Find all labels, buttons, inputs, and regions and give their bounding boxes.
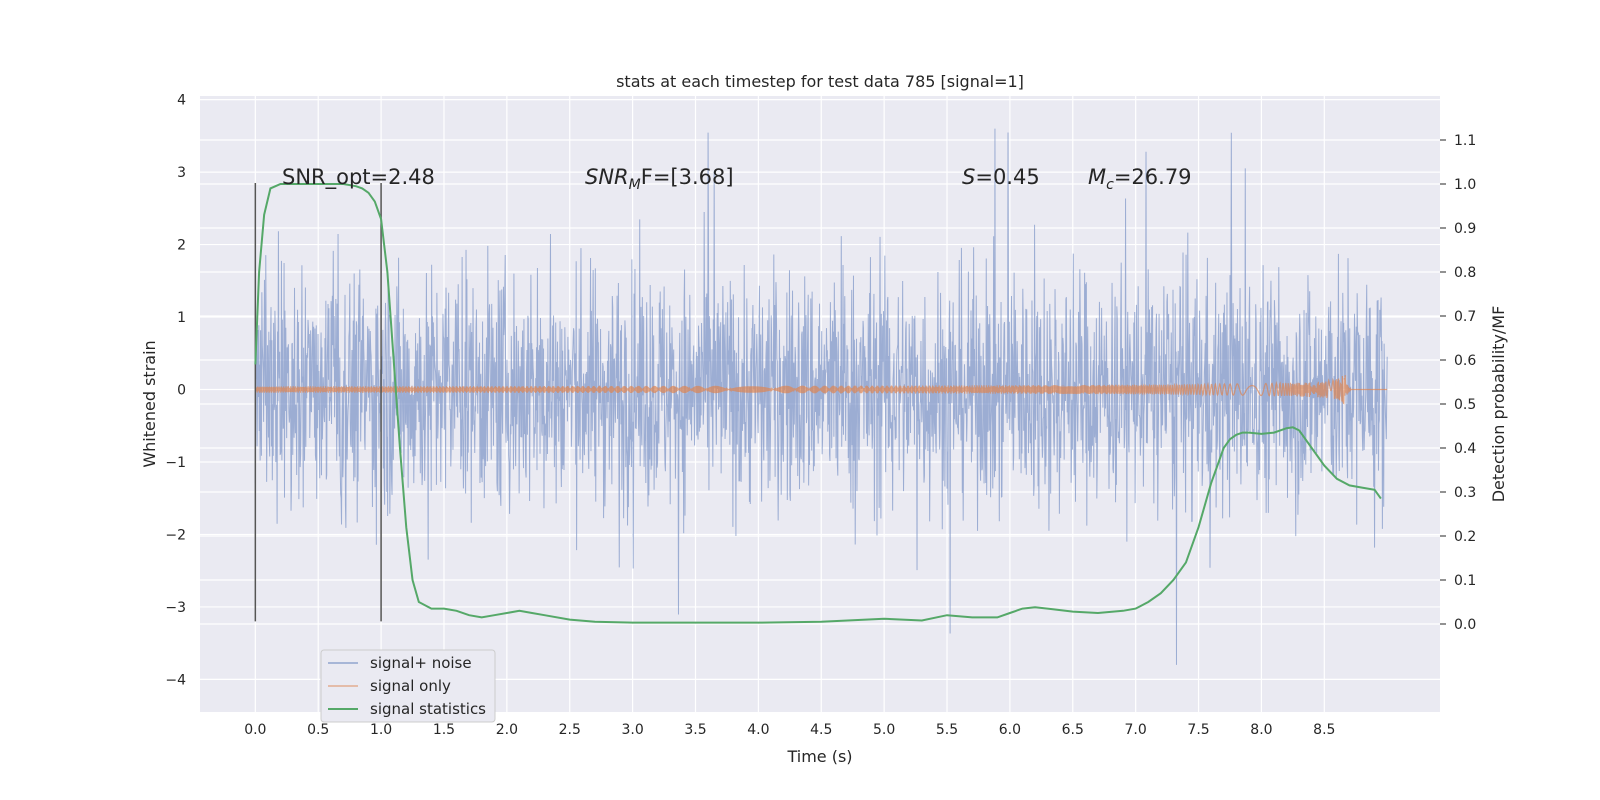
stats-series-layer — [254, 183, 1382, 624]
x-tick-label: 8.0 — [1250, 722, 1272, 738]
y-right-tick-label: 0.0 — [1454, 617, 1476, 633]
x-tick-label: 1.5 — [433, 722, 455, 738]
y-tick-label: 3 — [177, 165, 186, 181]
y-tick-label: −4 — [165, 672, 186, 688]
x-tick-label: 4.0 — [747, 722, 769, 738]
x-tick-label: 2.0 — [496, 722, 518, 738]
y-tick-label: −2 — [165, 527, 186, 543]
y-right-tick-label: 0.1 — [1454, 573, 1476, 589]
noise-series-layer — [254, 128, 1388, 665]
s-value: =0.45 — [975, 165, 1039, 189]
y-right-tick-label: 0.3 — [1454, 485, 1476, 501]
annotation-mc: Mc=26.79 — [1088, 165, 1192, 193]
y-tick-label: 1 — [177, 310, 186, 326]
y-tick-labels: 4 3 2 1 0 −1 −2 −3 −4 — [165, 93, 186, 689]
series-signal-only — [254, 375, 1388, 405]
snr-mf-base: SNR — [585, 165, 629, 189]
legend-label-stats: signal statistics — [370, 700, 486, 718]
y-right-tick-label: 0.6 — [1454, 353, 1476, 369]
annotation-snr-mf: SNRMF=[3.68] — [585, 165, 734, 193]
x-tick-label: 1.0 — [370, 722, 392, 738]
x-tick-label: 6.5 — [1062, 722, 1084, 738]
annotation-s: S=0.45 — [962, 165, 1040, 189]
legend: signal+ noise signal only signal statist… — [320, 649, 496, 723]
y-right-tick-label: 0.7 — [1454, 309, 1476, 325]
series-signal-statistics — [254, 183, 1382, 624]
y-axis-label: Whitened strain — [140, 340, 159, 467]
y-right-axis-label: Detection probability/MF — [1489, 306, 1508, 503]
y-right-tick-label: 1.1 — [1454, 133, 1476, 149]
mc-value: =26.79 — [1114, 165, 1192, 189]
mc-sub: c — [1106, 177, 1114, 193]
x-tick-label: 0.5 — [307, 722, 329, 738]
x-tick-label: 8.5 — [1313, 722, 1335, 738]
x-tick-label: 3.0 — [621, 722, 643, 738]
x-tick-label: 4.5 — [810, 722, 832, 738]
x-tick-label: 2.5 — [559, 722, 581, 738]
x-tick-labels: 0.0 0.5 1.0 1.5 2.0 2.5 3.0 3.5 4.0 4.5 5.0 5.5 6.0 6… — [244, 722, 1335, 738]
y-right-tick-label: 1.0 — [1454, 177, 1476, 193]
x-axis-label: Time (s) — [786, 747, 852, 766]
y-tick-label: 4 — [177, 93, 186, 109]
y-tick-label: 0 — [177, 383, 186, 399]
y-right-tick-labels: 1.1 1.0 0.9 0.8 0.7 0.6 0.5 0.4 0.3 0.2 0.1 0.0 — [1454, 133, 1476, 633]
y-tick-label: −3 — [165, 600, 186, 616]
x-tick-label: 6.0 — [999, 722, 1021, 738]
legend-label-noise: signal+ noise — [370, 654, 472, 672]
x-tick-label: 7.0 — [1125, 722, 1147, 738]
snr-mf-rest: F=[3.68] — [641, 165, 734, 189]
vertical-lines — [254, 182, 382, 622]
mc-label: M — [1088, 165, 1106, 189]
y-right-tick-label: 0.9 — [1454, 221, 1476, 237]
series-signal-plus-noise — [254, 128, 1388, 665]
x-tick-label: 5.0 — [873, 722, 895, 738]
x-tick-label: 3.5 — [684, 722, 706, 738]
y-right-tick-label: 0.8 — [1454, 265, 1476, 281]
y-tick-label: 2 — [177, 238, 186, 254]
x-tick-label: 0.0 — [244, 722, 266, 738]
y-right-tick-label: 0.2 — [1454, 529, 1476, 545]
y-right-tick-label: 0.4 — [1454, 441, 1476, 457]
legend-box — [320, 649, 496, 723]
annotation-snr-opt: SNR_opt=2.48 — [282, 165, 435, 190]
legend-label-signal: signal only — [370, 677, 451, 695]
y-tick-label: −1 — [165, 455, 186, 471]
x-tick-label: 7.5 — [1187, 722, 1209, 738]
signal-series-layer — [254, 375, 1388, 405]
y-right-tick-label: 0.5 — [1454, 397, 1476, 413]
x-tick-label: 5.5 — [936, 722, 958, 738]
s-label: S — [962, 165, 975, 189]
chart-title: stats at each timestep for test data 785… — [616, 72, 1024, 91]
snr-mf-sub: M — [629, 177, 641, 193]
